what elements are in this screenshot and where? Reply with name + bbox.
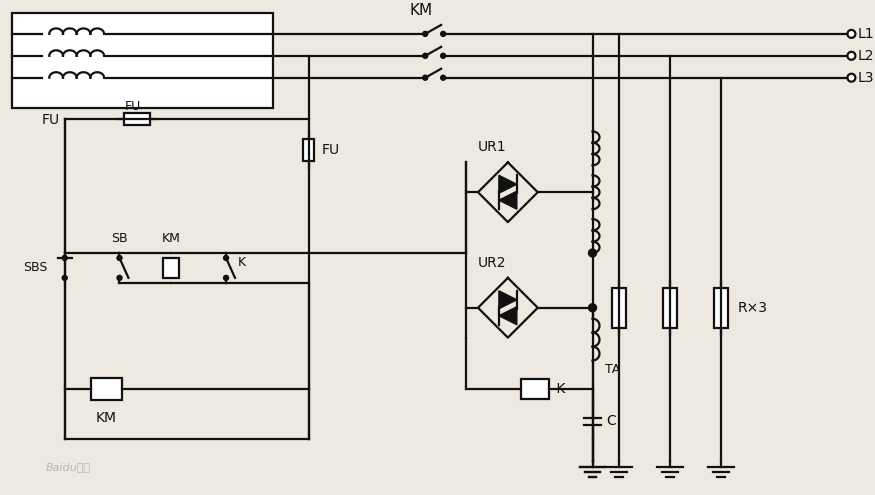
Text: K: K — [551, 383, 565, 396]
Bar — [124, 112, 150, 125]
Bar — [91, 379, 123, 400]
Circle shape — [848, 52, 856, 60]
Polygon shape — [499, 175, 517, 193]
Circle shape — [62, 275, 67, 280]
Text: KM: KM — [410, 3, 433, 18]
Text: TA: TA — [606, 363, 620, 376]
Text: SB: SB — [111, 232, 128, 245]
Text: FU: FU — [124, 100, 141, 113]
Text: FU: FU — [322, 144, 340, 157]
Text: KM: KM — [96, 411, 117, 425]
Circle shape — [62, 255, 67, 260]
Circle shape — [223, 255, 228, 260]
Text: L1: L1 — [858, 27, 874, 41]
Bar — [164, 258, 179, 278]
Text: K: K — [238, 256, 246, 269]
Circle shape — [848, 30, 856, 38]
Bar — [714, 288, 728, 328]
Circle shape — [589, 249, 597, 257]
Text: R×3: R×3 — [738, 301, 768, 315]
Polygon shape — [499, 307, 517, 325]
Text: FU: FU — [42, 112, 60, 127]
Text: UR1: UR1 — [478, 141, 507, 154]
Text: UR2: UR2 — [478, 256, 507, 270]
Circle shape — [423, 53, 428, 58]
Circle shape — [441, 75, 445, 80]
Circle shape — [117, 255, 122, 260]
Bar — [612, 288, 626, 328]
Text: L2: L2 — [858, 49, 874, 63]
Text: Baidu百度: Baidu百度 — [46, 462, 90, 472]
Polygon shape — [499, 191, 517, 209]
Text: L3: L3 — [858, 71, 874, 85]
Polygon shape — [499, 291, 517, 309]
Text: SBS: SBS — [23, 261, 47, 274]
Circle shape — [441, 31, 445, 37]
Bar — [521, 380, 549, 399]
Circle shape — [423, 31, 428, 37]
Circle shape — [117, 275, 122, 280]
Circle shape — [223, 275, 228, 280]
Circle shape — [423, 75, 428, 80]
Circle shape — [848, 74, 856, 82]
Bar — [304, 140, 314, 161]
Bar — [12, 13, 273, 107]
Circle shape — [441, 53, 445, 58]
Circle shape — [589, 304, 597, 312]
Text: C: C — [606, 414, 616, 428]
Bar — [663, 288, 677, 328]
Text: KM: KM — [162, 232, 181, 245]
